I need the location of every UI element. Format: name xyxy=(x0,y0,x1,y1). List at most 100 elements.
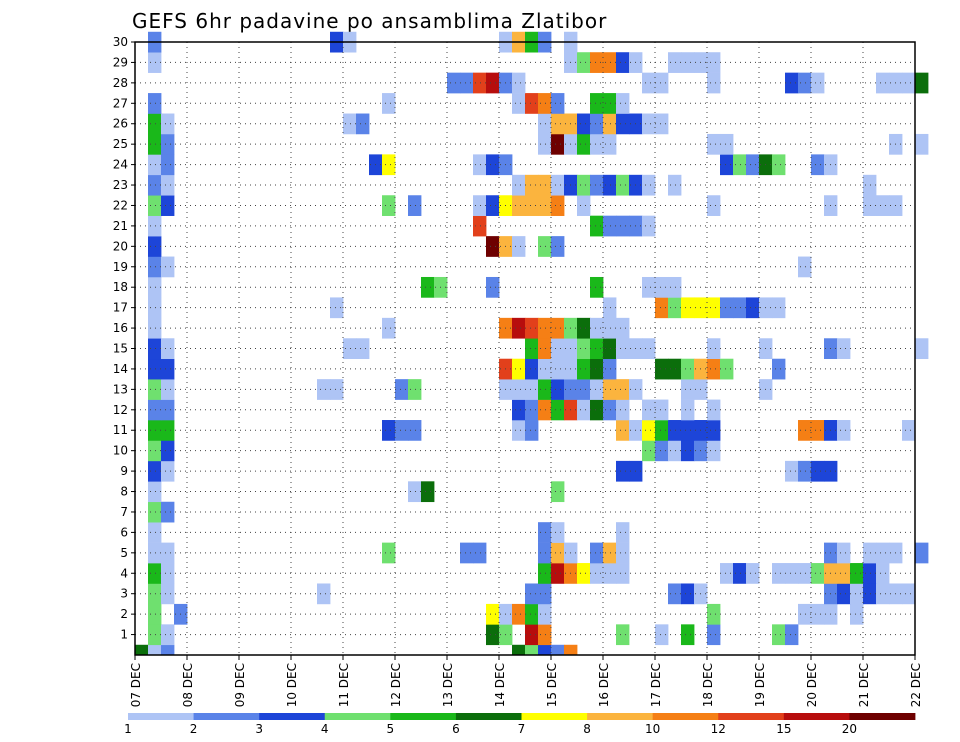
heatmap-cell xyxy=(525,399,539,421)
colorbar-label: 7 xyxy=(518,722,526,736)
heatmap-cell xyxy=(837,338,851,360)
heatmap-cell xyxy=(512,317,526,339)
heatmap-cell xyxy=(148,93,162,114)
heatmap-cell xyxy=(577,317,591,339)
heatmap-cell xyxy=(668,174,682,196)
y-tick-label: 5 xyxy=(120,546,128,560)
heatmap-cell xyxy=(525,583,539,605)
heatmap-cell xyxy=(577,52,591,73)
heatmap-cell xyxy=(382,420,396,441)
heatmap-cell xyxy=(720,297,734,319)
heatmap-cell xyxy=(148,624,162,646)
heatmap-cell xyxy=(681,440,695,462)
heatmap-cell xyxy=(811,460,825,482)
heatmap-cell xyxy=(772,154,786,176)
heatmap-cell xyxy=(538,93,552,114)
heatmap-cell xyxy=(551,133,565,155)
heatmap-cell xyxy=(616,563,630,584)
x-tick-label: 22 DEC xyxy=(909,663,923,707)
heatmap-cell xyxy=(148,358,162,380)
heatmap-cell xyxy=(590,52,604,73)
heatmap-cell xyxy=(707,297,721,319)
x-tick-label: 17 DEC xyxy=(649,663,663,707)
heatmap-cell xyxy=(161,174,175,196)
heatmap-cell xyxy=(421,276,435,298)
heatmap-cell xyxy=(616,215,630,237)
heatmap-cell xyxy=(408,195,422,216)
heatmap-cell xyxy=(148,52,162,73)
colorbar-label: 5 xyxy=(387,722,395,736)
y-tick-label: 29 xyxy=(113,55,128,69)
heatmap-cell xyxy=(863,583,877,605)
heatmap-cell xyxy=(902,72,916,94)
y-tick-label: 14 xyxy=(113,362,128,376)
heatmap-cell xyxy=(642,420,656,441)
heatmap-cell xyxy=(148,174,162,196)
x-tick-label: 12 DEC xyxy=(389,663,403,707)
colorbar-swatch xyxy=(390,713,457,720)
heatmap-cell xyxy=(148,297,162,319)
heatmap-cell xyxy=(135,644,149,656)
y-tick-label: 12 xyxy=(113,403,128,417)
heatmap-cell xyxy=(603,399,617,421)
heatmap-cell xyxy=(382,154,396,176)
heatmap-cell xyxy=(161,154,175,176)
heatmap-cell xyxy=(330,297,344,319)
heatmap-cell xyxy=(603,317,617,339)
colorbar: 1 2 3 4 5 6 7 8 10 12 15 20 xyxy=(124,713,916,736)
heatmap-cell xyxy=(642,338,656,360)
heatmap-cell xyxy=(161,542,175,564)
heatmap-cell xyxy=(512,644,526,656)
heatmap-cell xyxy=(148,460,162,482)
heatmap-cell xyxy=(707,52,721,73)
x-tick-label: 16 DEC xyxy=(597,663,611,707)
heatmap-cell xyxy=(603,174,617,196)
heatmap-cell xyxy=(603,215,617,237)
heatmap-cell xyxy=(772,624,786,646)
heatmap-cell xyxy=(525,420,539,441)
heatmap-cell xyxy=(161,420,175,441)
y-tick-label: 22 xyxy=(113,198,128,212)
heatmap-cell xyxy=(161,358,175,380)
heatmap-cell xyxy=(811,420,825,441)
y-tick-label: 20 xyxy=(113,239,128,253)
heatmap-cell xyxy=(681,297,695,319)
heatmap-cell xyxy=(811,72,825,94)
x-tick-label: 20 DEC xyxy=(805,663,819,707)
y-tick-label: 3 xyxy=(120,587,128,601)
x-tick-label: 14 DEC xyxy=(493,663,507,707)
heatmap-cell xyxy=(525,379,539,400)
heatmap-cell xyxy=(577,338,591,360)
y-tick-label: 11 xyxy=(113,423,128,437)
heatmap-cell xyxy=(655,72,669,94)
x-axis-ticks: 07 DEC 08 DEC 09 DEC 10 DEC 11 DEC 12 DEC 13 D… xyxy=(129,655,923,707)
heatmap-cell xyxy=(642,113,656,135)
x-tick-label: 18 DEC xyxy=(701,663,715,707)
heatmap-cell xyxy=(538,195,552,216)
heatmap-cell xyxy=(148,501,162,523)
heatmap-cell xyxy=(161,501,175,523)
heatmap-cell xyxy=(655,297,669,319)
y-tick-label: 1 xyxy=(120,628,128,642)
heatmap-cell xyxy=(798,563,812,584)
heatmap-cell xyxy=(148,542,162,564)
heatmap-cell xyxy=(148,113,162,135)
heatmap-cell xyxy=(681,399,695,421)
y-tick-label: 8 xyxy=(120,485,128,499)
heatmap-cell xyxy=(668,276,682,298)
heatmap-cell xyxy=(577,399,591,421)
heatmap-cell xyxy=(148,583,162,605)
heatmap-cell xyxy=(525,644,539,656)
heatmap-cell xyxy=(512,174,526,196)
heatmap-cell xyxy=(512,603,526,625)
heatmap-cell xyxy=(577,379,591,400)
heatmap-cell xyxy=(577,174,591,196)
heatmap-cell xyxy=(538,563,552,584)
heatmap-cell xyxy=(837,542,851,564)
heatmap-cell xyxy=(785,460,799,482)
heatmap-cell xyxy=(148,133,162,155)
heatmap-cell xyxy=(863,542,877,564)
heatmap-cell xyxy=(577,133,591,155)
heatmap-cell xyxy=(525,317,539,339)
heatmap-cell xyxy=(733,154,747,176)
